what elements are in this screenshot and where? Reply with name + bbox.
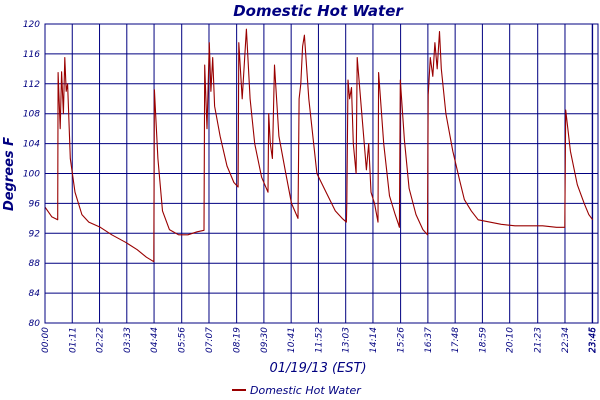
series-line-domestic-hot-water — [44, 28, 594, 263]
x-tick-label: 11:52 — [314, 327, 324, 353]
y-tick-label: 120 — [23, 20, 40, 30]
x-tick-label: 09:30 — [260, 327, 270, 353]
y-tick-label: 96 — [29, 199, 41, 209]
x-tick-label: 10:41 — [287, 327, 297, 353]
x-tick-label: 05:56 — [178, 327, 188, 353]
x-tick-label: 22:34 — [561, 327, 571, 353]
x-tick-label: 15:26 — [397, 327, 407, 353]
x-tick-label: 13:03 — [342, 327, 352, 353]
x-tick-label: 04:44 — [150, 327, 160, 353]
x-tick-label: 14:14 — [369, 327, 379, 353]
x-tick-label: 01:11 — [68, 327, 78, 353]
x-tick-label: 00:00 — [41, 327, 51, 353]
y-tick-label: 84 — [29, 289, 41, 299]
grid — [44, 23, 598, 324]
x-tick-label: 23:45 — [588, 327, 598, 353]
x-tick-label: 02:22 — [96, 327, 106, 353]
y-tick-label: 116 — [23, 50, 40, 60]
legend: Domestic Hot Water — [232, 384, 362, 397]
x-axis-ticks: 00:00 01:11 02:22 03:33 04:44 05:56 07:07 08:19… — [41, 327, 599, 353]
y-tick-label: 104 — [23, 140, 40, 150]
x-tick-label: 21:23 — [534, 327, 544, 353]
legend-label: Domestic Hot Water — [250, 384, 362, 397]
chart-title: Domestic Hot Water — [233, 2, 404, 20]
x-tick-label: 18:59 — [478, 327, 488, 353]
y-axis-label: Degrees F — [2, 137, 17, 211]
y-tick-label: 100 — [23, 170, 40, 180]
y-tick-label: 108 — [23, 110, 40, 120]
y-tick-label: 112 — [23, 80, 40, 90]
x-tick-label: 16:37 — [424, 327, 434, 353]
series-group — [44, 28, 594, 263]
plot-area-border — [44, 23, 599, 324]
x-tick-label: 08:19 — [233, 327, 243, 353]
x-tick-label: 17:48 — [451, 327, 461, 353]
x-axis-label: 01/19/13 (EST) — [269, 361, 366, 376]
y-tick-label: 80 — [29, 319, 41, 329]
x-tick-label: 07:07 — [205, 327, 215, 353]
x-tick-label: 23:46 — [589, 327, 599, 353]
y-axis-ticks: 80 84 88 92 96 100 104 108 112 116 120 — [23, 20, 40, 329]
x-tick-label: 20:10 — [506, 327, 516, 353]
x-tick-label: 03:33 — [123, 327, 133, 353]
y-tick-label: 88 — [29, 259, 41, 269]
y-tick-label: 92 — [29, 229, 41, 239]
